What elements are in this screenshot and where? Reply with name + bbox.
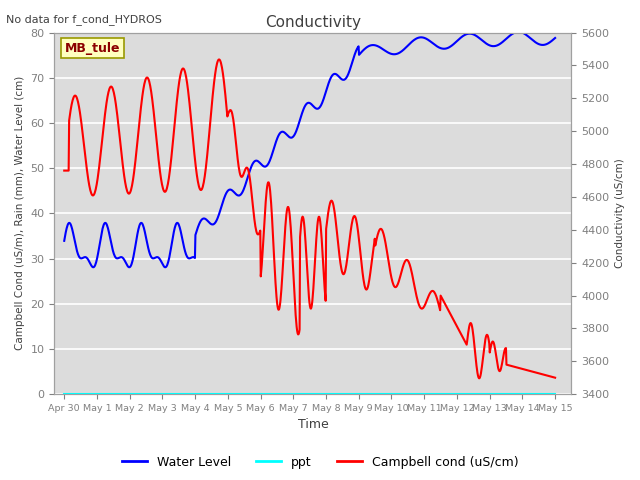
Y-axis label: Campbell Cond (uS/m), Rain (mm), Water Level (cm): Campbell Cond (uS/m), Rain (mm), Water L… [15, 76, 25, 350]
Y-axis label: Conductivity (uS/cm): Conductivity (uS/cm) [615, 158, 625, 268]
Text: No data for f_cond_HYDROS: No data for f_cond_HYDROS [6, 14, 163, 25]
Title: Conductivity: Conductivity [265, 15, 361, 30]
Legend: Water Level, ppt, Campbell cond (uS/cm): Water Level, ppt, Campbell cond (uS/cm) [116, 451, 524, 474]
X-axis label: Time: Time [298, 419, 328, 432]
Text: MB_tule: MB_tule [65, 42, 120, 55]
